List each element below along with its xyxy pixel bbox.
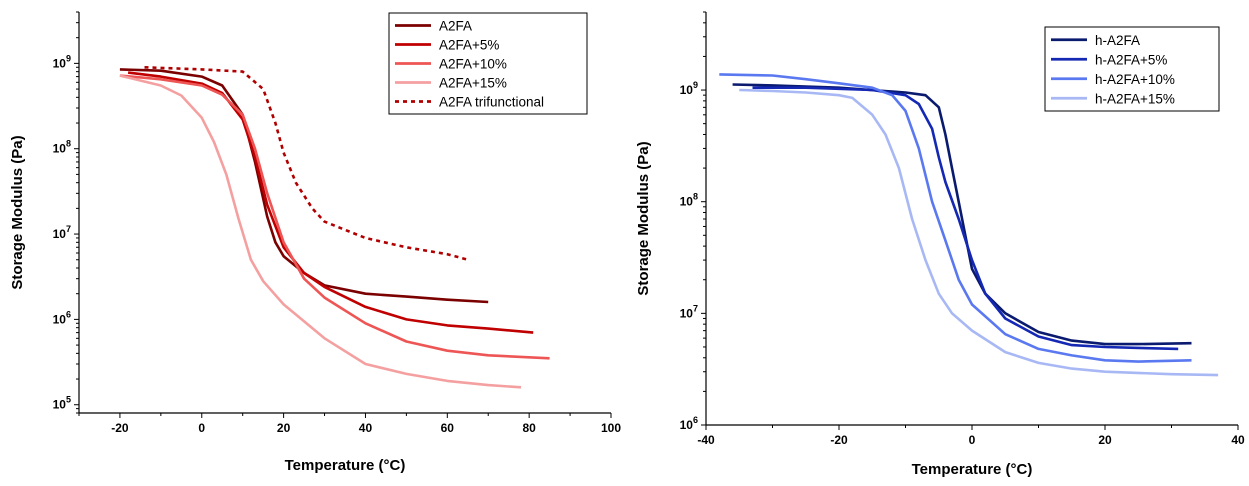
legend-label: A2FA+10% [439, 57, 507, 72]
legend-label: A2FA+5% [439, 38, 499, 53]
series-line-3 [719, 73, 1192, 363]
series-line-4 [739, 88, 1219, 377]
x-tick-label: 20 [1098, 433, 1112, 447]
chart-1: -20 0 20 40 60 80 100 105 106 107 108 109 Temperatur… [9, 11, 621, 474]
x-tick-label: 40 [1231, 433, 1245, 447]
x-tick-label: -20 [111, 421, 129, 435]
x-tick-label: 20 [277, 421, 291, 435]
legend-label: h-A2FA+15% [1095, 91, 1175, 106]
series-line-4 [119, 74, 522, 389]
x-tick-label: 60 [441, 421, 455, 435]
legend-label: A2FA trifunctional [439, 95, 544, 110]
legend: A2FA A2FA+5% A2FA+10% A2FA+15% A2FA trifunct… [388, 12, 588, 115]
series-line-3 [119, 74, 550, 360]
chart-2: -40 -20 0 20 40 106 107 108 109 Temperature (°C) S… [635, 11, 1245, 478]
x-tick-label: 0 [198, 421, 205, 435]
x-tick-label: -40 [697, 433, 715, 447]
x-axis-title: Temperature (°C) [912, 461, 1033, 478]
series-line-2 [127, 71, 534, 334]
series-line-1 [732, 83, 1192, 346]
y-axis-title: Storage Modulus (Pa) [9, 135, 26, 289]
legend: h-A2FA h-A2FA+5% h-A2FA+10% h-A2FA+15% [1044, 26, 1220, 112]
y-tick-label: 109 [680, 80, 698, 97]
x-tick-label: 100 [601, 421, 621, 435]
series-line-2 [752, 86, 1179, 351]
y-tick-label: 107 [680, 303, 698, 320]
y-axis-title: Storage Modulus (Pa) [635, 141, 652, 295]
series-line-5 [144, 66, 469, 261]
x-tick-label: 40 [359, 421, 373, 435]
x-axis-title: Temperature (°C) [285, 457, 406, 474]
y-tick-label: 109 [53, 53, 71, 70]
legend-label: A2FA+15% [439, 76, 507, 91]
legend-label: h-A2FA [1095, 33, 1140, 48]
x-tick-label: -20 [830, 433, 848, 447]
y-tick-label: 108 [680, 192, 698, 209]
y-tick-label: 106 [53, 309, 71, 326]
legend-label: h-A2FA+10% [1095, 72, 1175, 87]
legend-label: A2FA [439, 19, 472, 34]
x-tick-label: 80 [522, 421, 536, 435]
y-tick-label: 107 [53, 224, 71, 241]
legend-label: h-A2FA+5% [1095, 52, 1167, 67]
series-line-1 [119, 68, 489, 304]
y-tick-label: 105 [53, 395, 71, 412]
y-tick-label: 108 [53, 139, 71, 156]
y-tick-label: 106 [680, 415, 698, 432]
x-tick-label: 0 [969, 433, 976, 447]
